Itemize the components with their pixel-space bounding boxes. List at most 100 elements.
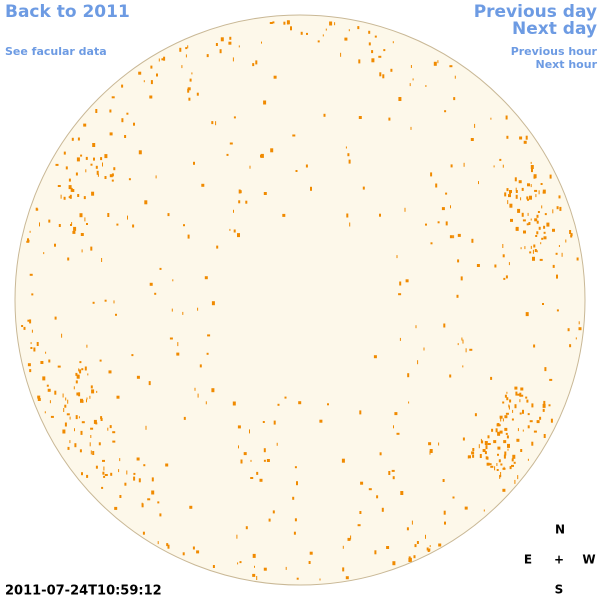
facula	[519, 399, 521, 403]
facula	[457, 233, 461, 237]
facula	[481, 440, 484, 444]
facula	[111, 179, 114, 182]
facula	[409, 83, 411, 87]
facula	[529, 195, 532, 200]
facula	[182, 552, 185, 556]
facula	[536, 214, 539, 218]
facula	[517, 428, 519, 432]
facula	[399, 337, 401, 341]
facula	[46, 384, 49, 387]
facula	[394, 412, 398, 416]
facula	[452, 496, 455, 499]
facula	[505, 275, 508, 279]
facula	[233, 116, 236, 119]
facula	[80, 430, 83, 435]
facula	[496, 469, 499, 471]
facula	[85, 156, 88, 160]
facula	[42, 376, 46, 381]
facula	[80, 233, 84, 236]
facula	[54, 243, 56, 247]
facula	[298, 401, 302, 405]
facula	[220, 37, 224, 42]
facula	[499, 158, 502, 161]
facula	[350, 535, 352, 540]
facula	[539, 416, 542, 420]
facula	[425, 534, 426, 539]
facula	[69, 416, 71, 420]
facula	[237, 562, 239, 565]
facula	[21, 325, 24, 327]
facula	[512, 454, 516, 459]
facula	[511, 458, 514, 462]
facula	[342, 567, 345, 572]
facula	[119, 458, 121, 462]
facula	[417, 360, 419, 365]
facula	[287, 20, 289, 25]
facula	[534, 218, 538, 222]
facula	[104, 154, 108, 159]
facula	[165, 463, 169, 467]
facula	[556, 309, 559, 312]
facula	[491, 428, 494, 432]
facula	[54, 390, 57, 395]
facula	[407, 373, 410, 378]
facula	[521, 212, 524, 217]
facula	[249, 429, 250, 434]
facula	[176, 352, 180, 356]
facula	[90, 246, 93, 251]
facula	[413, 555, 416, 559]
facula	[379, 72, 382, 77]
facula	[499, 415, 503, 419]
facula	[483, 509, 485, 512]
facula	[189, 78, 192, 82]
facula	[91, 389, 95, 394]
facula	[490, 465, 494, 468]
facula	[523, 230, 526, 234]
facula	[507, 448, 509, 451]
facula	[187, 88, 190, 93]
facula	[549, 174, 552, 179]
facula	[154, 292, 157, 295]
facula	[228, 41, 232, 45]
facula	[37, 395, 41, 399]
facula	[239, 561, 242, 564]
facula	[445, 192, 448, 195]
facula	[27, 238, 29, 243]
facula	[49, 400, 51, 404]
facula	[206, 352, 209, 355]
facula	[368, 42, 371, 46]
facula	[527, 212, 529, 216]
facula	[462, 339, 464, 344]
facula	[76, 157, 80, 162]
facula	[132, 224, 135, 228]
facula	[89, 442, 91, 447]
facula	[262, 421, 265, 423]
facula	[177, 342, 179, 347]
facula	[486, 456, 489, 460]
facula	[256, 576, 258, 580]
previous-day-link[interactable]: Previous day	[474, 2, 597, 22]
facula	[347, 153, 350, 157]
facula	[511, 464, 514, 467]
facula	[97, 173, 99, 177]
facula	[169, 337, 173, 340]
next-hour-link[interactable]: Next hour	[536, 58, 598, 71]
facula	[373, 355, 377, 359]
facular-link[interactable]: See facular data	[5, 45, 107, 58]
facula	[229, 36, 232, 40]
back-link[interactable]: Back to 2011	[5, 2, 130, 22]
facula	[495, 428, 498, 433]
facula	[411, 520, 413, 525]
facula	[502, 467, 506, 470]
facula	[252, 573, 256, 577]
facula	[531, 441, 534, 446]
facula	[167, 213, 170, 217]
facula	[533, 344, 536, 348]
facula	[502, 164, 504, 168]
facula	[237, 425, 241, 429]
facula	[512, 409, 514, 413]
facula	[295, 170, 298, 172]
previous-hour-link[interactable]: Previous hour	[511, 45, 598, 58]
next-day-link[interactable]: Next day	[512, 19, 597, 39]
facula	[530, 161, 532, 164]
